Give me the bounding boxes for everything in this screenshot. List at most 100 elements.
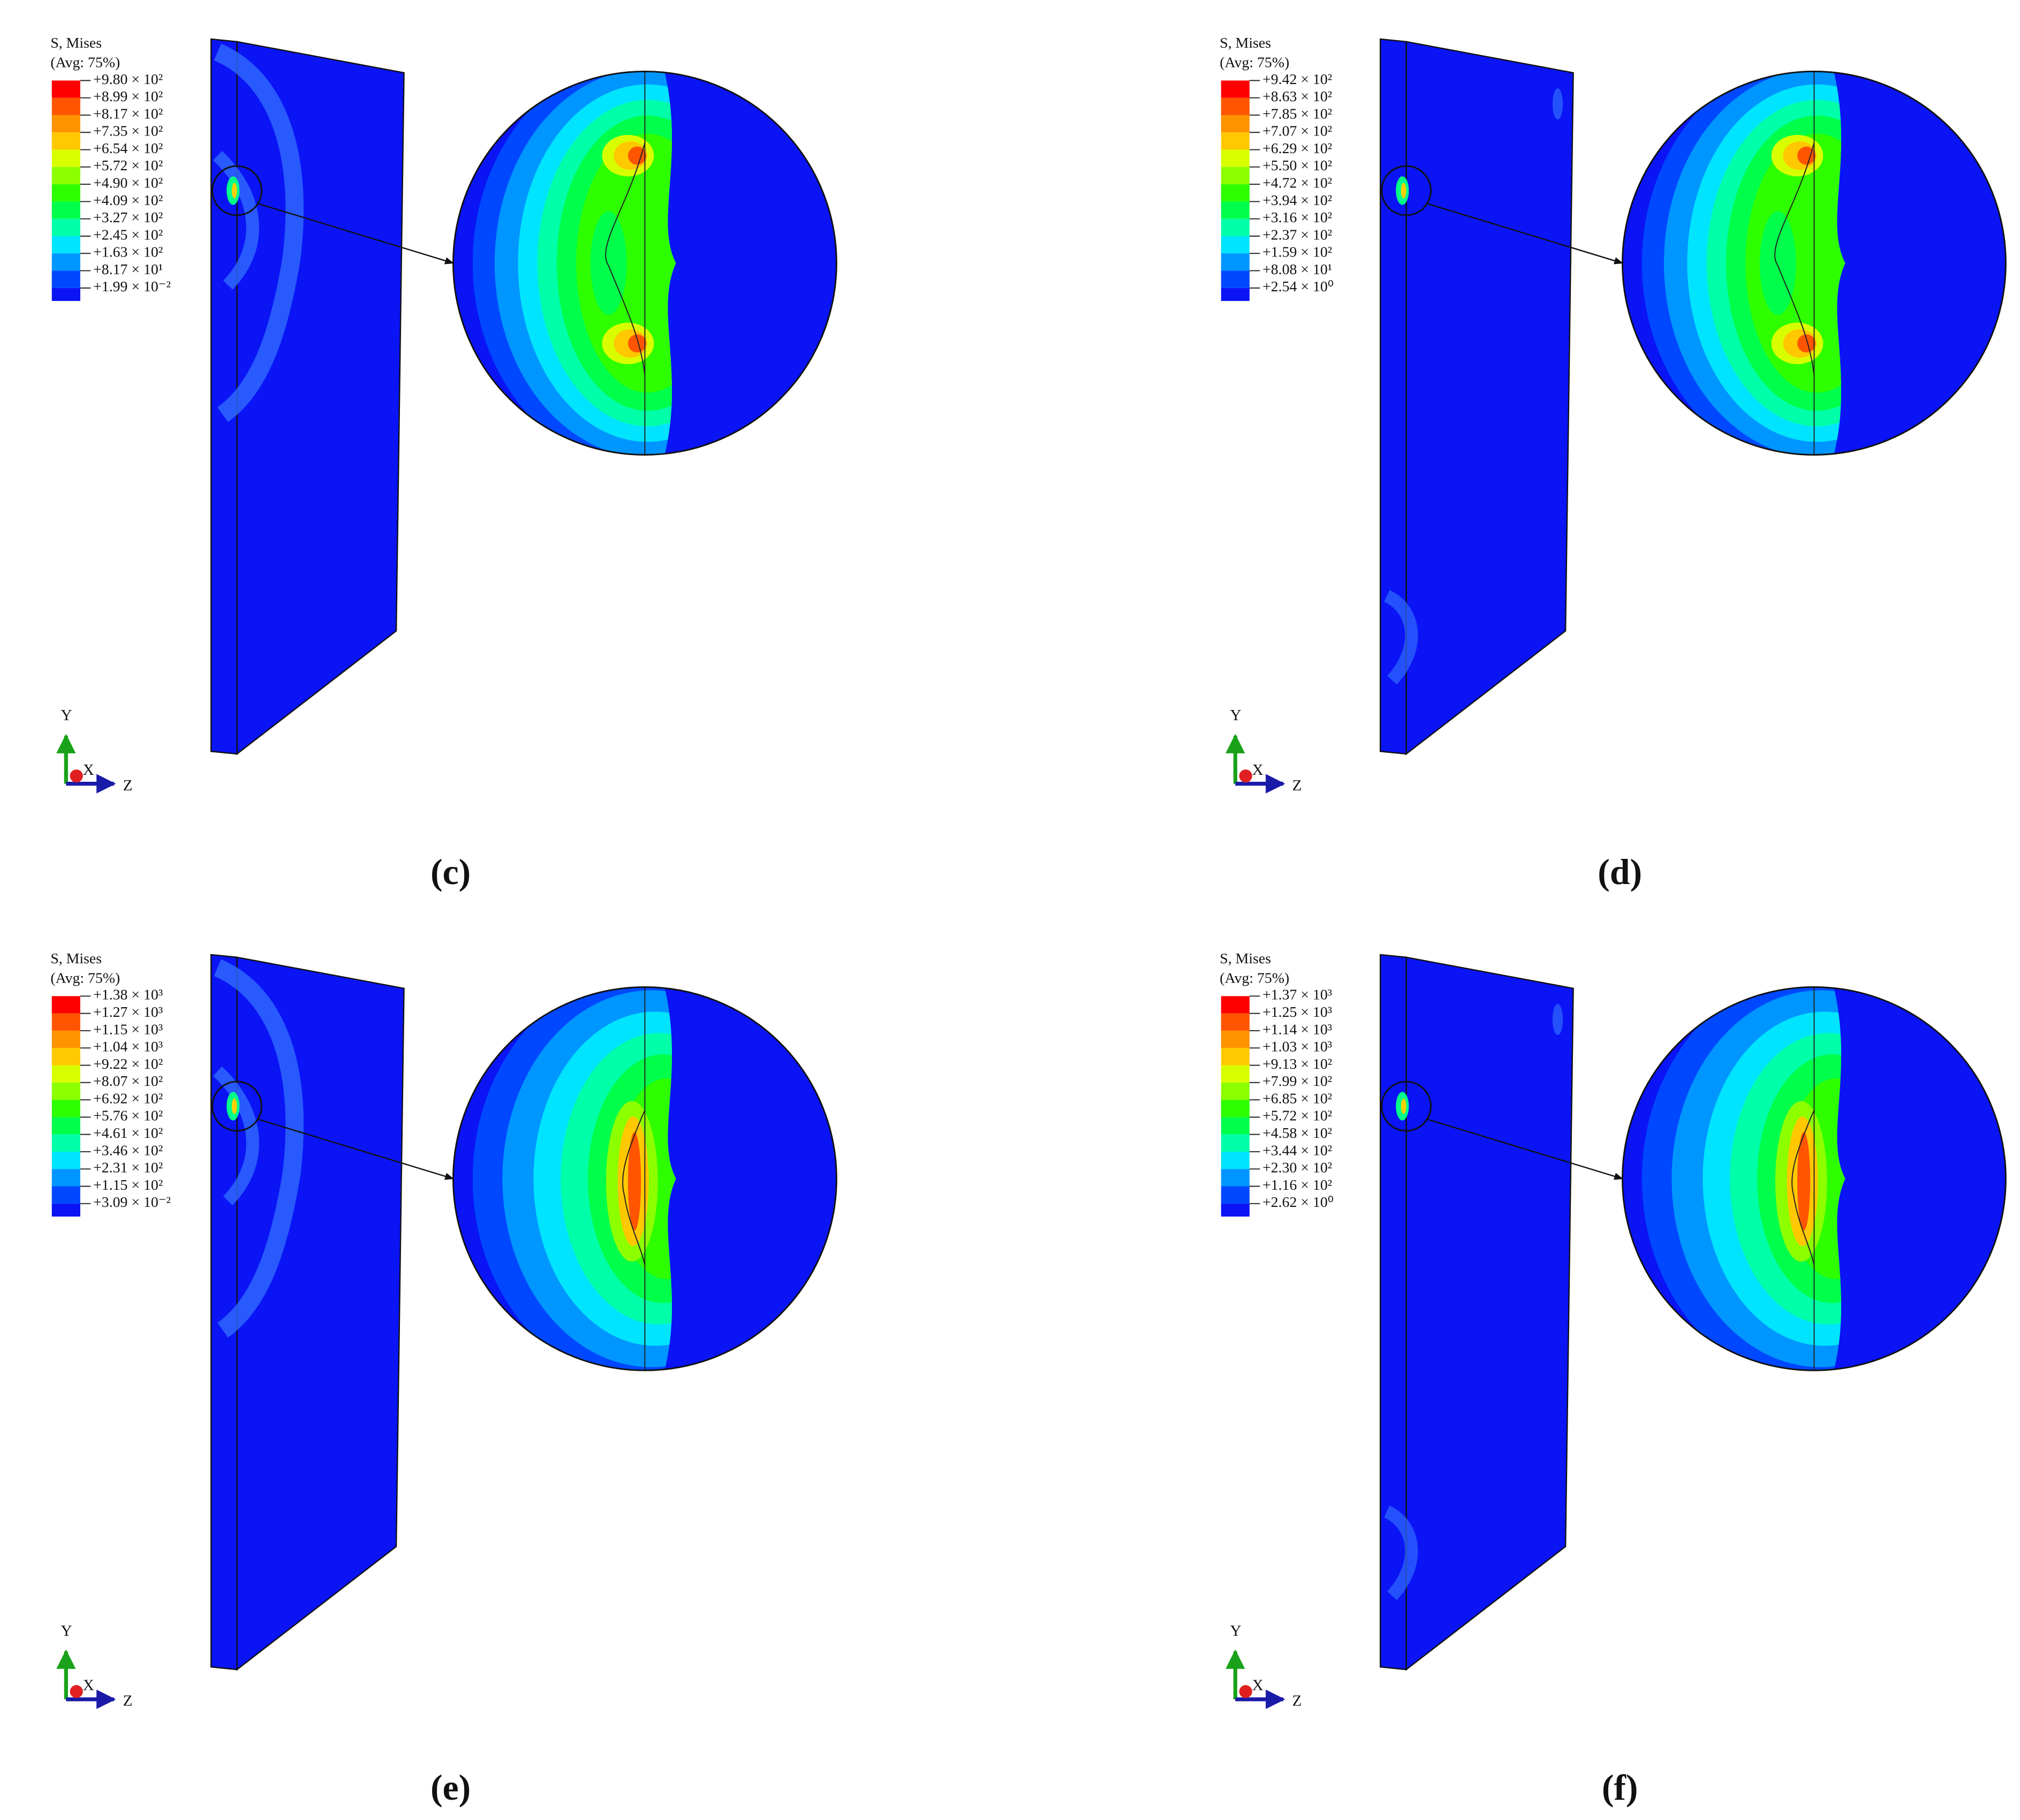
legend-swatch [1221,218,1250,236]
hot-spot [231,183,237,199]
hot-spot [628,146,646,165]
axis-label: Z [123,1693,133,1710]
axis-label: X [83,761,94,779]
inner-band [1759,211,1796,315]
legend-label: +8.08 × 10¹ [1262,261,1332,278]
legend-swatch [51,132,80,150]
legend-swatch [51,1048,80,1066]
legend-swatch [1221,1169,1250,1187]
axis-x-dot [70,1685,83,1698]
legend-swatch [1221,1100,1250,1117]
legend-label: +9.22 × 10² [93,1056,163,1073]
legend-label: +6.54 × 10² [93,140,163,157]
zoom-arrow [1426,203,1624,265]
axis-x-dot [70,769,83,783]
legend-label: +1.27 × 10³ [93,1004,163,1021]
axis-label: Z [1292,777,1302,794]
panel: S, Mises (Avg: 75%)+9.42 × 10²+8.63 × 10²… [1220,35,2007,892]
legend-label: +2.31 × 10² [93,1160,163,1176]
axis-x-dot [1239,769,1252,783]
legend-label: +3.27 × 10² [93,209,163,226]
hot-spot [1401,183,1406,199]
axis-label: Y [61,707,72,724]
legend-label: +1.37 × 10³ [1262,987,1332,1003]
legend-swatch [51,253,80,271]
stress-streak [1552,1003,1563,1035]
legend-swatch [1221,167,1250,185]
legend-label: +9.80 × 10² [93,71,163,88]
zoom-view [1622,71,2006,455]
legend-swatch [51,1186,80,1204]
hot-spot [628,334,646,353]
legend-label: +6.85 × 10² [1262,1090,1332,1107]
zoom-arrow [257,1118,455,1180]
legend-subtitle: (Avg: 75%) [50,970,120,986]
zoom-marker [211,1081,263,1132]
legend-label: +3.09 × 10⁻² [93,1194,171,1211]
legend-title: S, Mises [1220,950,1271,967]
legend-label: +1.25 × 10³ [1262,1004,1332,1021]
legend-swatch [1221,288,1250,301]
legend-swatch [51,115,80,133]
inner-band [590,211,627,315]
stress-streak [213,1066,260,1205]
plate-front [210,38,238,755]
legend-swatch [51,1100,80,1117]
legend-swatch [51,1169,80,1187]
interface-curve [1774,142,1815,376]
caption: (e) [430,1768,471,1808]
zoom-arrow [1426,1118,1624,1180]
stress-streak [214,43,304,422]
legend-swatch [51,80,80,98]
stress-streak [213,150,260,290]
legend-label: +8.63 × 10² [1262,88,1332,105]
legend-label: +5.50 × 10² [1262,157,1332,174]
caption: (d) [1598,852,1642,892]
legend-swatch [1221,115,1250,133]
legend-subtitle: (Avg: 75%) [50,54,120,71]
hot-spot [1797,334,1815,353]
legend-swatch [1221,1030,1250,1048]
panel: S, Mises (Avg: 75%)+9.80 × 10²+8.99 × 10²… [50,35,837,892]
legend-label: +1.14 × 10³ [1262,1021,1332,1038]
zoom-marker [1381,1081,1432,1132]
legend-swatch [51,97,80,115]
zoom-view [453,71,837,455]
plate-front [1380,38,1407,755]
legend-swatch [1221,253,1250,271]
zoom-marker [1381,165,1432,216]
legend-swatch [1221,1013,1250,1031]
hot-spot [628,1132,641,1231]
legend-swatch [51,996,80,1014]
legend-label: +9.42 × 10² [1262,71,1332,88]
legend-label: +1.63 × 10² [93,244,163,261]
legend-swatch [51,201,80,219]
legend-swatch [1221,1134,1250,1152]
axis-label: Z [123,777,133,794]
zoom-arrow [257,203,455,265]
legend-swatch [51,1065,80,1083]
legend-swatch [51,1013,80,1031]
legend-label: +4.72 × 10² [1262,175,1332,191]
panel: S, Mises (Avg: 75%)+1.38 × 10³+1.27 × 10³… [50,950,837,1808]
legend-swatch [51,1151,80,1169]
plate-side [236,956,405,1671]
legend-label: +6.92 × 10² [93,1090,163,1107]
legend-swatch [1221,1151,1250,1169]
legend-title: S, Mises [50,35,102,51]
legend-label: +2.37 × 10² [1262,226,1332,243]
legend-swatch [1221,1186,1250,1204]
legend-swatch [1221,236,1250,254]
axis-label: Y [61,1622,72,1640]
zoom-view [1622,987,2006,1371]
legend-label: +1.16 × 10² [1262,1177,1332,1194]
legend-swatch [1221,996,1250,1014]
legend-label: +8.17 × 10¹ [93,261,163,278]
legend-swatch [1221,201,1250,219]
legend-label: +3.44 × 10² [1262,1142,1332,1159]
legend-swatch [1221,1203,1250,1217]
legend-label: +7.99 × 10² [1262,1073,1332,1090]
legend-swatch [1221,184,1250,202]
legend-label: +3.16 × 10² [1262,209,1332,226]
legend-label: +4.58 × 10² [1262,1125,1332,1142]
